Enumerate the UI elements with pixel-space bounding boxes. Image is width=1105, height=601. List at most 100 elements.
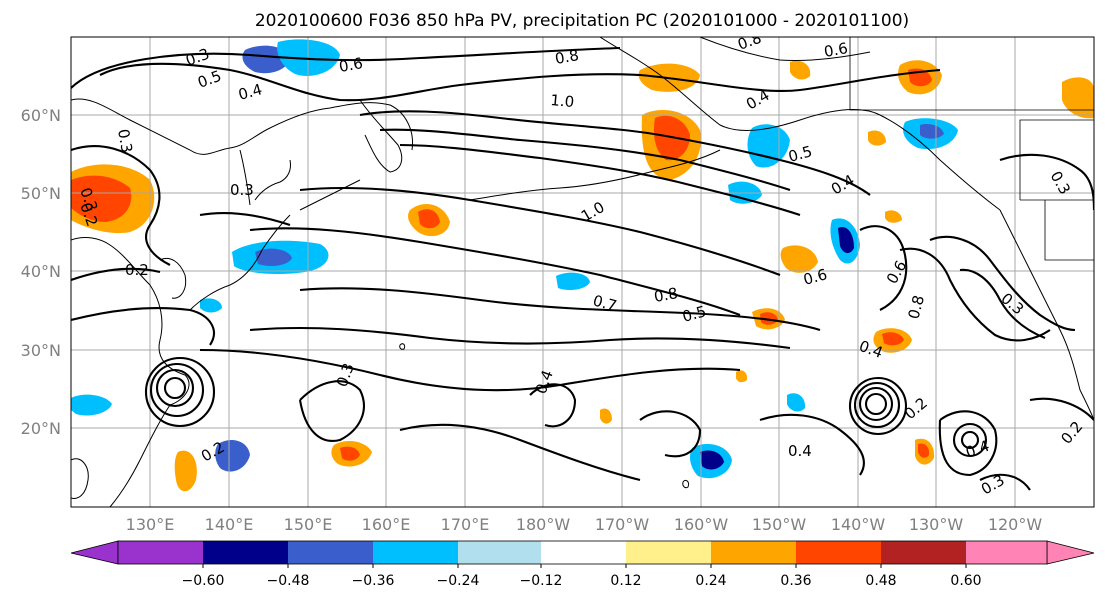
lon-label: 120°W <box>988 515 1043 534</box>
lon-label: 180°W <box>516 515 571 534</box>
coastline-kamchatka <box>359 99 403 173</box>
lon-label: 160°E <box>362 515 411 534</box>
precip-negative-patch <box>255 248 292 266</box>
pv-contour <box>71 306 215 346</box>
precip-negative-patch <box>200 298 222 313</box>
coastline-north-america <box>999 209 1094 421</box>
lat-label: 40°N <box>21 262 61 281</box>
lon-label: 130°E <box>126 515 175 534</box>
contour-label: 0.8 <box>653 284 680 306</box>
colorbar-swatch <box>288 541 373 564</box>
precip-strong-patch <box>760 312 778 325</box>
contour-label: 0.8 <box>904 293 928 321</box>
lat-label: 20°N <box>21 419 61 438</box>
border-canada-alaska <box>849 37 1094 111</box>
pv-contour <box>71 145 171 266</box>
pv-contour <box>249 227 741 316</box>
pv-contour-ring <box>848 376 908 436</box>
contour-label: 0.4 <box>236 80 264 104</box>
colorbar-swatch <box>118 541 203 564</box>
pv-contour <box>859 225 908 311</box>
pv-contours <box>71 46 1094 491</box>
precip-negative-patch <box>838 226 854 254</box>
colorbar-frame <box>117 540 1048 565</box>
coastline-asia-north <box>71 98 414 155</box>
map-frame <box>70 36 1095 508</box>
lon-label: 170°E <box>441 515 490 534</box>
contour-label: 0.6 <box>823 39 850 61</box>
border-states <box>1044 200 1094 261</box>
contour-label: 0.3 <box>114 128 136 155</box>
coastline-island <box>682 479 689 489</box>
lon-label: 150°E <box>284 515 333 534</box>
colorbar-tick-label: −0.36 <box>352 573 395 589</box>
pv-contour <box>99 62 941 102</box>
colorbar-swatch <box>796 541 881 564</box>
colorbar-extend-high <box>1046 540 1095 565</box>
precip-strong-patch <box>918 443 930 458</box>
pv-contour <box>71 267 161 281</box>
pv-contour <box>399 143 801 216</box>
coastline-aleutian <box>469 149 721 201</box>
lat-label: 30°N <box>21 341 61 360</box>
precip-negative-patch <box>277 39 340 76</box>
pv-contour-ring <box>163 376 187 400</box>
precip-positive-patch <box>790 60 811 80</box>
colorbar-tick-label: 0.36 <box>780 573 811 589</box>
lon-label: 160°W <box>674 515 729 534</box>
pv-contour <box>199 212 291 226</box>
coastline-sakhalin <box>239 149 251 206</box>
lat-label: 60°N <box>21 106 61 125</box>
colorbar-tick-label: 0.60 <box>950 573 981 589</box>
precip-positive-patch <box>885 210 902 223</box>
colorbar-tick-label: 0.24 <box>695 573 726 589</box>
pv-contour <box>199 348 741 392</box>
precip-positive-patch <box>600 408 612 424</box>
precip-strong-patch <box>71 175 132 222</box>
pv-contour-ring <box>144 356 216 428</box>
precip-strong-patch <box>340 446 360 461</box>
lon-label: 170°W <box>595 515 650 534</box>
contour-label: 0.3 <box>230 181 254 199</box>
precip-negative-patch <box>556 272 590 290</box>
coastlines <box>71 37 1094 507</box>
precip-negative-patch <box>920 124 944 139</box>
contour-label: 0.6 <box>338 54 365 76</box>
pv-contour-ring <box>960 430 980 450</box>
contour-label: 0.5 <box>680 302 708 326</box>
pv-contour-ring <box>149 362 205 418</box>
colorbar-swatch <box>966 541 1047 564</box>
precip-negative-patch <box>215 439 250 472</box>
precip-positive-patch <box>868 130 886 146</box>
colorbar-ticks <box>202 564 967 568</box>
pv-contour <box>379 128 791 191</box>
pv-contour <box>639 410 702 458</box>
map-panel: 0.3 0.5 0.6 0.4 0.8 0.6 0.8 1.0 0.4 0.5 … <box>70 36 1095 508</box>
contour-label: 1.0 <box>550 91 575 111</box>
colorbar-swatch <box>203 541 288 564</box>
latitude-labels: 60°N 50°N 40°N 30°N 20°N <box>21 106 61 438</box>
colorbar-extend-low <box>70 540 119 565</box>
contour-label: 0.8 <box>554 46 581 68</box>
coastline-japan-north <box>254 159 291 201</box>
contour-label: 0.7 <box>591 291 619 315</box>
lon-label: 140°W <box>831 515 886 534</box>
precip-negative-patch <box>700 450 724 470</box>
precip-strong-patch <box>882 332 904 346</box>
precip-positive-patch <box>174 450 197 492</box>
pv-contour-ring <box>155 368 195 408</box>
colorbar: −0.60 −0.48 −0.36 −0.24 −0.12 0.12 0.24 … <box>70 540 1095 589</box>
lon-label: 150°W <box>752 515 807 534</box>
lon-label: 140°E <box>205 515 254 534</box>
pv-contour <box>299 186 781 276</box>
colorbar-tick-label: 0.12 <box>610 573 641 589</box>
pv-contour <box>299 287 821 332</box>
coastline-asia-east <box>71 237 190 507</box>
border-region <box>1019 119 1094 200</box>
coastline-korea <box>159 257 187 299</box>
colorbar-swatch <box>541 541 626 564</box>
colorbar-tick-label: −0.12 <box>520 573 563 589</box>
pv-contour-ring <box>864 392 888 416</box>
colorbar-tick-label: −0.24 <box>437 573 480 589</box>
pv-contour <box>529 383 577 428</box>
